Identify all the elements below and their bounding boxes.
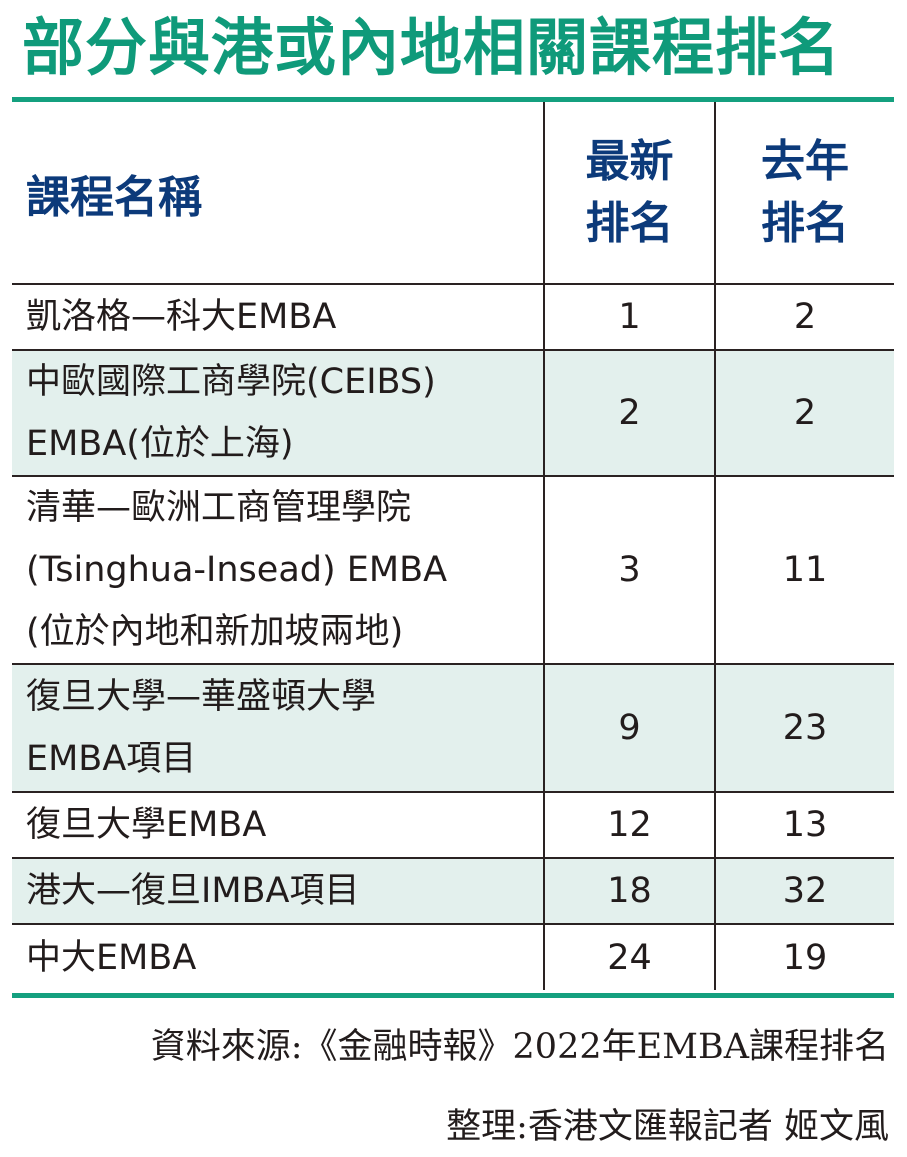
table-row: 復旦大學—華盛頓大學 EMBA項目 9 23 (12, 664, 894, 793)
course-name: 復旦大學EMBA (12, 792, 544, 859)
latest-rank: 1 (543, 284, 715, 351)
table-header-row: 課程名稱 最新 排名 去年 排名 (12, 102, 894, 285)
course-name: 清華—歐洲工商管理學院 (Tsinghua-Insead) EMBA (位於內地… (12, 476, 544, 665)
last-year-rank: 13 (714, 792, 894, 859)
last-year-rank: 19 (714, 924, 894, 990)
latest-rank: 18 (543, 858, 715, 925)
course-name: 中歐國際工商學院(CEIBS) EMBA(位於上海) (12, 350, 544, 477)
course-name: 凱洛格—科大EMBA (12, 284, 544, 351)
last-year-rank: 23 (714, 664, 894, 793)
course-name: 港大—復旦IMBA項目 (12, 858, 544, 925)
source-note: 資料來源:《金融時報》2022年EMBA課程排名 (150, 1027, 889, 1067)
table-row: 中大EMBA 24 19 (12, 924, 894, 990)
table-row: 中歐國際工商學院(CEIBS) EMBA(位於上海) 2 2 (12, 350, 894, 477)
bottom-divider (12, 993, 894, 998)
table-row: 清華—歐洲工商管理學院 (Tsinghua-Insead) EMBA (位於內地… (12, 476, 894, 665)
latest-rank: 3 (543, 476, 715, 665)
course-name: 復旦大學—華盛頓大學 EMBA項目 (12, 664, 544, 793)
last-year-rank: 32 (714, 858, 894, 925)
header-latest-rank: 最新 排名 (543, 102, 715, 285)
last-year-rank: 2 (714, 284, 894, 351)
table-row: 復旦大學EMBA 12 13 (12, 792, 894, 859)
top-divider (12, 97, 894, 102)
ranking-table: 課程名稱 最新 排名 去年 排名 凱洛格—科大EMBA 1 2 中歐國際工商學院… (12, 102, 894, 990)
latest-rank: 24 (543, 924, 715, 990)
last-year-rank: 11 (714, 476, 894, 665)
course-name: 中大EMBA (26, 937, 197, 978)
page-title: 部分與港或內地相關課程排名 (22, 11, 842, 84)
header-last-year-rank: 去年 排名 (714, 102, 894, 285)
table-row: 凱洛格—科大EMBA 1 2 (12, 284, 894, 351)
latest-rank: 2 (543, 350, 715, 477)
last-year-rank: 2 (714, 350, 894, 477)
table-row: 港大—復旦IMBA項目 18 32 (12, 858, 894, 925)
credit-note: 整理:香港文匯報記者 姬文風 (446, 1107, 889, 1147)
header-course-name: 課程名稱 (12, 102, 544, 285)
latest-rank: 12 (543, 792, 715, 859)
latest-rank: 9 (543, 664, 715, 793)
